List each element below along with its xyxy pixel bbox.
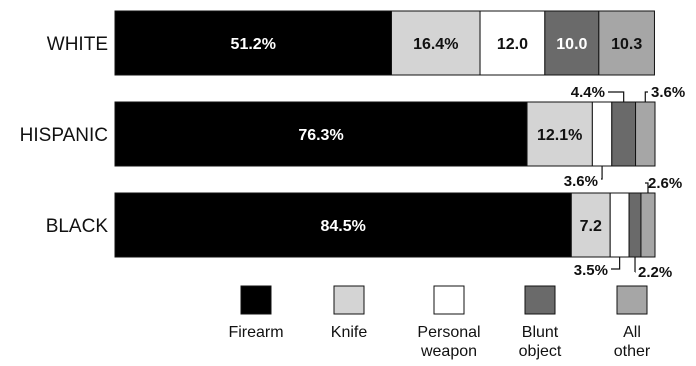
bars-layer: [114, 10, 656, 258]
legend-label-firearm: Firearm: [228, 324, 283, 341]
value-label-black-knife: 7.2: [580, 218, 602, 235]
bar-hispanic-blunt-object: [611, 101, 637, 167]
legend-label-blunt-object-line2: object: [519, 343, 562, 360]
value-label-black-all-other: 2.6%: [648, 175, 682, 192]
bar-black-blunt-object: [628, 192, 642, 258]
leader-line-hispanic-blunt-object: [608, 91, 625, 102]
leader-line-black-personal-weapon: [611, 257, 621, 270]
leader-line-black-all-other: [645, 182, 649, 193]
category-label-hispanic: HISPANIC: [20, 125, 108, 146]
value-label-white-personal-weapon: 12.0: [497, 36, 528, 53]
legend-label-blunt-object-line1: Blunt: [522, 324, 559, 341]
bar-black-firearm: [114, 192, 572, 258]
legend-label-all-other-line1: All: [623, 324, 641, 341]
value-label-black-firearm: 84.5%: [320, 218, 365, 235]
value-label-black-personal-weapon: 3.5%: [574, 262, 608, 279]
bar-white-knife: [390, 10, 481, 76]
value-label-black-blunt-object: 2.2%: [638, 264, 672, 281]
legend: Firearm Knife Personal weapon Blunt object All…: [228, 285, 651, 360]
value-label-hispanic-knife: 12.1%: [537, 127, 582, 144]
legend-swatch-all-other: [616, 285, 648, 315]
bar-black-knife: [570, 192, 611, 258]
bar-hispanic-personal-weapon: [591, 101, 613, 167]
bar-white-firearm: [114, 10, 392, 76]
leader-line-hispanic-personal-weapon: [601, 166, 603, 180]
legend-swatch-firearm: [240, 285, 272, 315]
callouts-layer: 4.4% 3.6% 3.6% 2.6% 3.5% 2.2%: [564, 84, 685, 281]
bar-black-all-other: [640, 192, 656, 258]
legend-swatch-blunt-object: [524, 285, 556, 315]
labels-layer: WHITE 51.2% 16.4% 12.0 10.0 10.3 HISPANIC 76.3%…: [20, 34, 643, 237]
bar-hispanic-knife: [526, 101, 593, 167]
legend-label-all-other-line2: other: [614, 343, 651, 360]
bar-white-personal-weapon: [479, 10, 546, 76]
legend-label-personal-weapon-line2: weapon: [420, 343, 477, 360]
bar-white-all-other: [598, 10, 655, 76]
bar-hispanic-firearm: [114, 101, 528, 167]
leader-line-hispanic-all-other: [644, 91, 648, 102]
value-label-white-firearm: 51.2%: [231, 36, 276, 53]
value-label-white-blunt-object: 10.0: [556, 36, 587, 53]
legend-swatch-personal-weapon: [433, 285, 465, 315]
value-label-hispanic-all-other: 3.6%: [651, 84, 685, 101]
legend-label-knife: Knife: [331, 324, 368, 341]
value-label-hispanic-blunt-object: 4.4%: [571, 84, 605, 101]
value-label-white-all-other: 10.3: [611, 36, 642, 53]
value-label-hispanic-firearm: 76.3%: [298, 127, 343, 144]
category-label-white: WHITE: [47, 34, 108, 55]
value-label-hispanic-personal-weapon: 3.6%: [564, 173, 598, 190]
value-label-white-knife: 16.4%: [413, 36, 458, 53]
bar-black-personal-weapon: [609, 192, 630, 258]
category-label-black: BLACK: [46, 216, 109, 237]
legend-label-personal-weapon-line1: Personal: [417, 324, 480, 341]
bar-hispanic-all-other: [635, 101, 656, 167]
legend-swatch-knife: [333, 285, 365, 315]
